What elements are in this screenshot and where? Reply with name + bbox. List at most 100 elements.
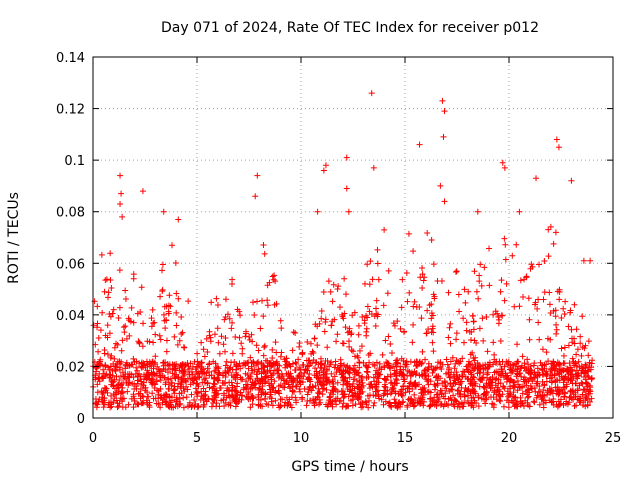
data-point xyxy=(127,318,134,325)
data-point xyxy=(519,400,526,407)
data-point xyxy=(156,332,163,339)
data-point xyxy=(102,363,109,370)
data-point xyxy=(222,313,229,320)
data-point xyxy=(157,385,164,392)
data-point xyxy=(162,398,169,405)
data-point xyxy=(524,399,531,406)
data-point xyxy=(332,358,339,365)
data-point xyxy=(541,289,548,296)
data-point xyxy=(135,390,142,397)
data-point xyxy=(345,208,352,215)
data-point xyxy=(159,399,166,406)
data-point xyxy=(165,403,172,410)
data-point xyxy=(314,323,321,330)
data-point xyxy=(269,384,276,391)
data-point xyxy=(520,403,527,410)
data-point xyxy=(560,401,567,408)
data-point xyxy=(424,366,431,373)
data-point xyxy=(564,401,571,408)
data-point xyxy=(187,360,194,367)
data-point xyxy=(269,273,276,280)
data-point xyxy=(178,314,185,321)
data-point xyxy=(484,371,491,378)
data-point xyxy=(486,245,493,252)
data-point xyxy=(356,359,363,366)
data-point xyxy=(105,364,112,371)
data-point xyxy=(381,381,388,388)
data-point xyxy=(123,335,130,342)
data-point xyxy=(133,364,140,371)
data-point xyxy=(107,277,114,284)
data-point xyxy=(555,144,562,151)
data-point xyxy=(386,399,393,406)
data-point xyxy=(404,298,411,305)
data-point xyxy=(116,358,123,365)
data-point xyxy=(108,381,115,388)
data-point xyxy=(497,288,504,295)
data-point xyxy=(134,367,141,374)
data-point xyxy=(248,363,255,370)
data-point xyxy=(162,325,169,332)
data-point xyxy=(413,362,420,369)
data-point xyxy=(200,385,207,392)
data-point xyxy=(470,326,477,333)
data-point xyxy=(335,283,342,290)
data-point xyxy=(475,394,482,401)
data-point xyxy=(513,360,520,367)
data-point xyxy=(275,402,282,409)
data-point xyxy=(259,383,266,390)
data-point xyxy=(495,376,502,383)
data-point xyxy=(419,360,426,367)
data-point xyxy=(364,314,371,321)
data-point xyxy=(524,394,531,401)
data-point xyxy=(266,279,273,286)
data-point xyxy=(424,230,431,237)
data-point xyxy=(416,381,423,388)
data-point xyxy=(453,336,460,343)
data-point xyxy=(192,401,199,408)
data-point xyxy=(292,383,299,390)
data-point xyxy=(150,365,157,372)
data-point xyxy=(343,185,350,192)
data-point xyxy=(554,288,561,295)
data-point xyxy=(173,394,180,401)
data-point xyxy=(445,402,452,409)
data-point xyxy=(524,356,531,363)
data-point xyxy=(191,397,198,404)
data-points xyxy=(90,90,596,411)
data-point xyxy=(557,387,564,394)
data-point xyxy=(548,399,555,406)
data-point xyxy=(391,396,398,403)
data-point xyxy=(334,379,341,386)
data-point xyxy=(513,241,520,248)
data-point xyxy=(541,392,548,399)
data-point xyxy=(173,322,180,329)
data-point xyxy=(393,377,400,384)
data-point xyxy=(551,371,558,378)
data-point xyxy=(482,383,489,390)
data-point xyxy=(261,250,268,257)
data-point xyxy=(211,331,218,338)
data-point xyxy=(160,311,167,318)
data-point xyxy=(102,385,109,392)
data-point xyxy=(239,345,246,352)
data-point xyxy=(213,400,220,407)
data-point xyxy=(243,393,250,400)
data-point xyxy=(169,380,176,387)
data-point xyxy=(441,198,448,205)
data-point xyxy=(262,357,269,364)
data-point xyxy=(144,361,151,368)
data-point xyxy=(555,370,562,377)
data-point xyxy=(498,372,505,379)
data-point xyxy=(498,277,505,284)
data-point xyxy=(563,365,570,372)
data-point xyxy=(407,400,414,407)
data-point xyxy=(552,307,559,314)
data-point xyxy=(443,370,450,377)
data-point xyxy=(255,402,262,409)
data-point xyxy=(490,339,497,346)
data-point xyxy=(574,385,581,392)
data-point xyxy=(474,370,481,377)
data-point xyxy=(359,379,366,386)
data-point xyxy=(94,303,101,310)
